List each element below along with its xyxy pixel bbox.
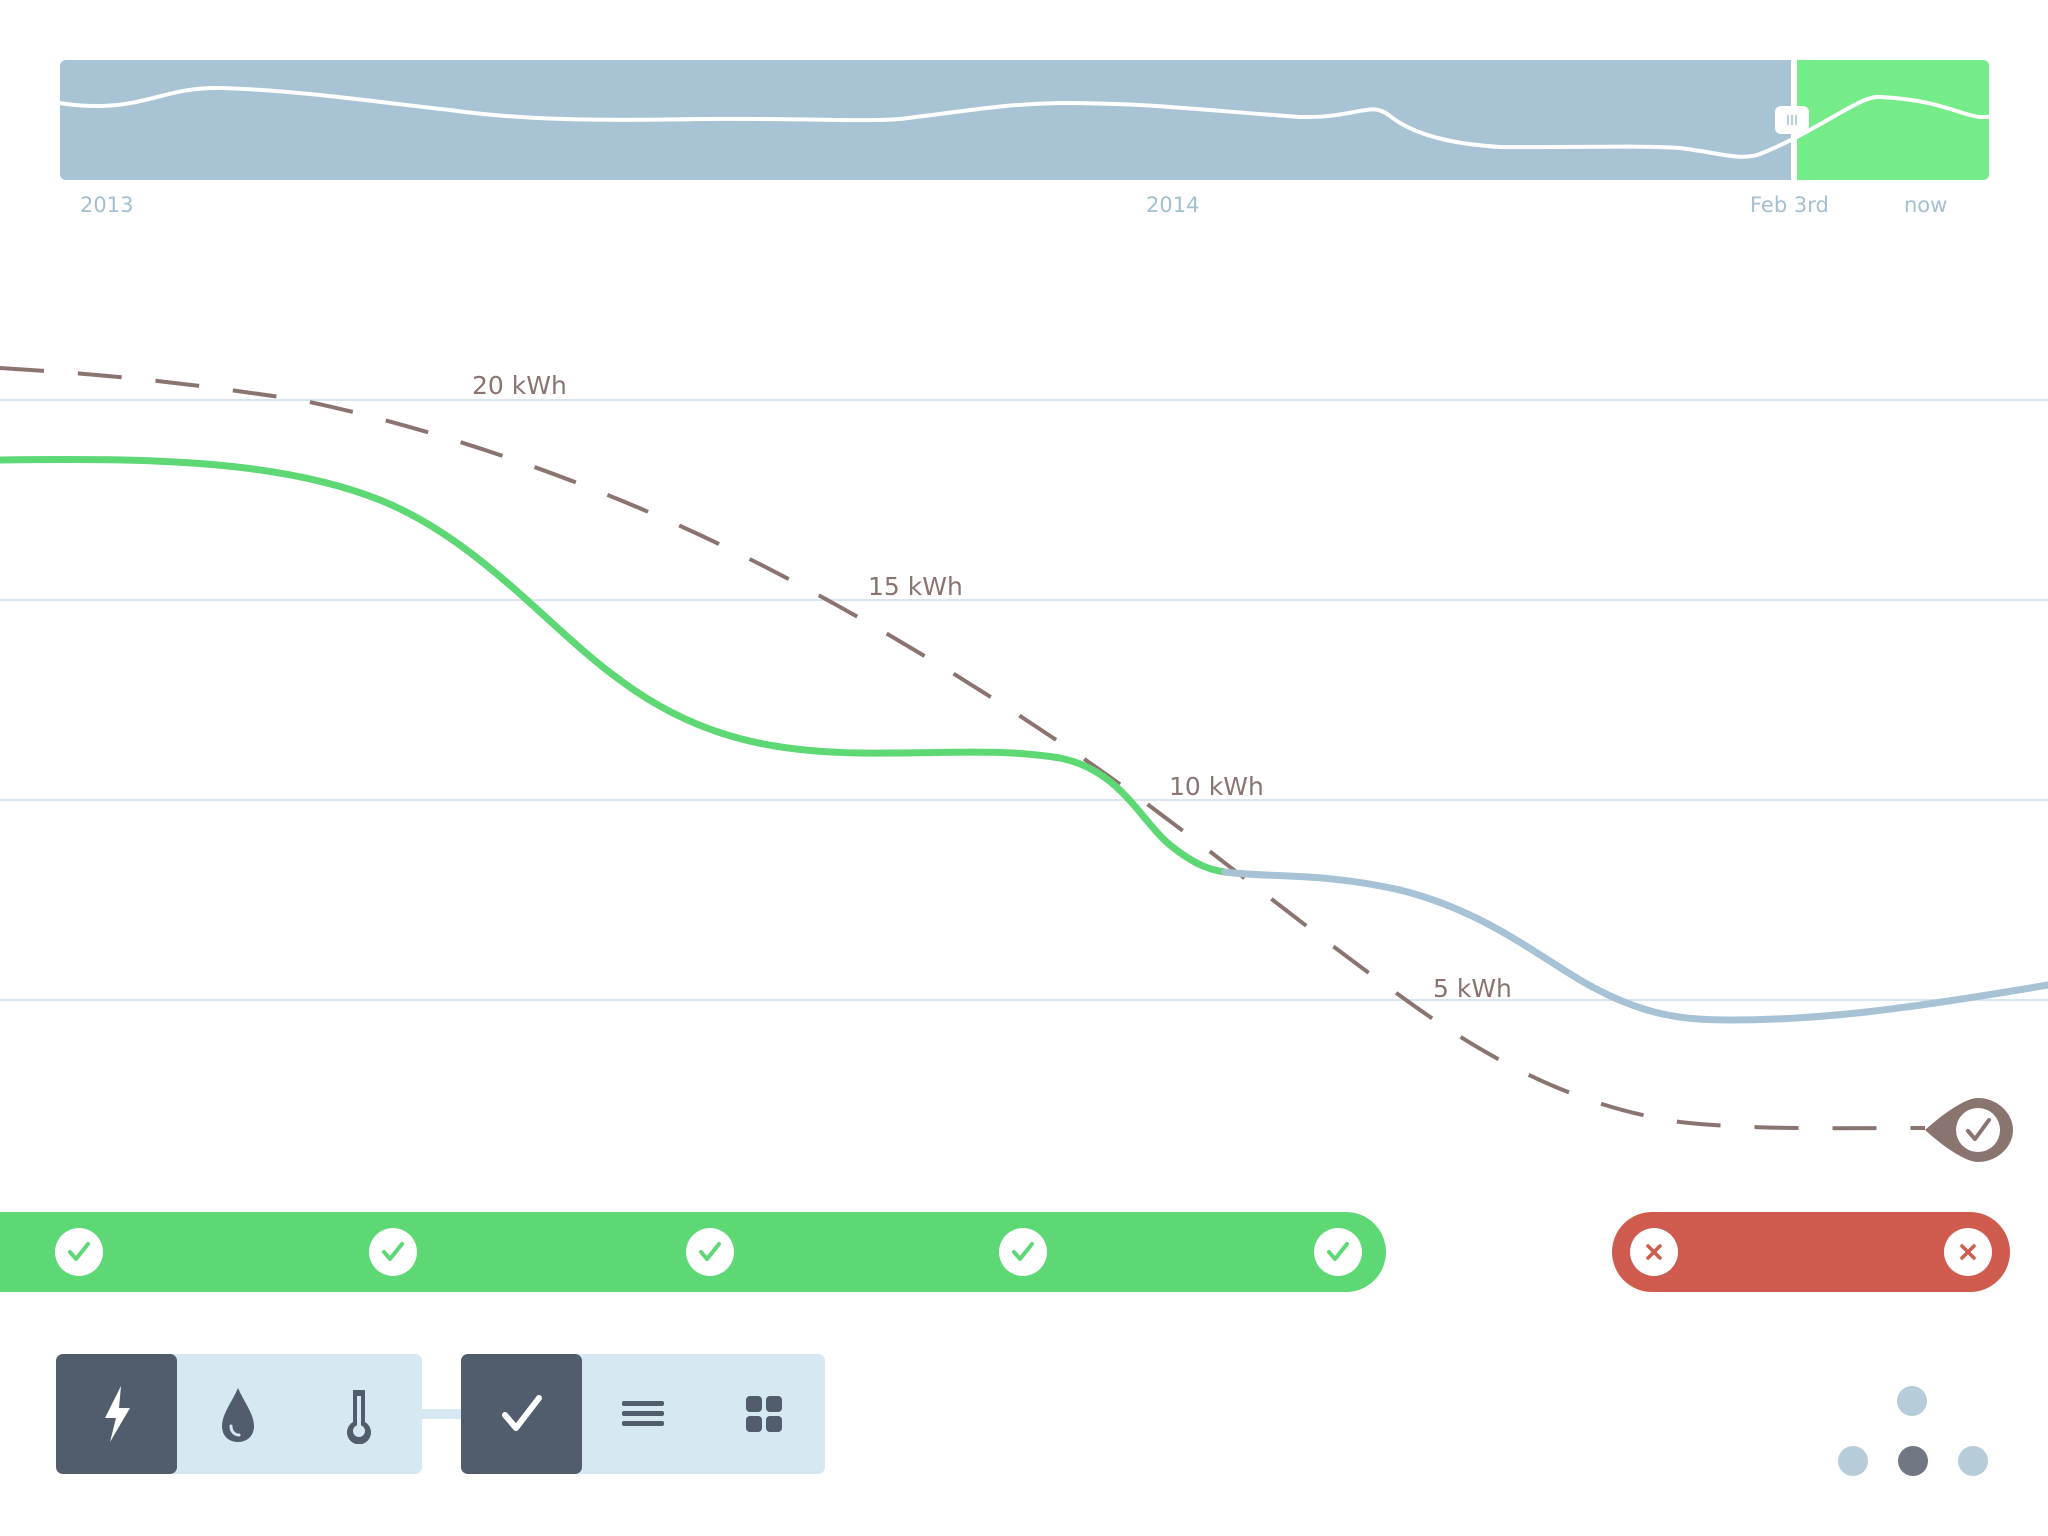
energy-chart: 20 kWh 15 kWh 10 kWh 5 kWh bbox=[0, 330, 2048, 1190]
success-check-1[interactable] bbox=[55, 1228, 103, 1276]
fail-x-2[interactable] bbox=[1944, 1228, 1992, 1276]
pager-dot-3[interactable] bbox=[1898, 1446, 1928, 1476]
fail-x-1[interactable] bbox=[1630, 1228, 1678, 1276]
grid-view-button[interactable] bbox=[703, 1354, 824, 1474]
success-check-3[interactable] bbox=[686, 1228, 734, 1276]
timeline-label-start: 2013 bbox=[80, 193, 133, 217]
goal-marker[interactable] bbox=[1925, 1098, 2013, 1162]
view-mode-selector bbox=[461, 1354, 825, 1474]
success-check-2[interactable] bbox=[369, 1228, 417, 1276]
timeline-label-middle: 2014 bbox=[1146, 193, 1199, 217]
check-icon bbox=[1009, 1238, 1037, 1266]
timeline-range-handle[interactable] bbox=[1775, 106, 1809, 134]
list-icon bbox=[620, 1396, 666, 1432]
checklist-view-button[interactable] bbox=[461, 1354, 582, 1474]
fail-status-bar bbox=[1612, 1212, 2010, 1292]
check-icon bbox=[696, 1238, 724, 1266]
check-icon bbox=[498, 1390, 546, 1438]
toolbar-connector bbox=[420, 1409, 462, 1419]
grid-icon bbox=[744, 1394, 784, 1434]
success-check-5[interactable] bbox=[1314, 1228, 1362, 1276]
timeline-label-end: now bbox=[1904, 193, 1947, 217]
timeline-svg bbox=[60, 60, 1989, 180]
actual-series-line bbox=[0, 459, 1225, 872]
check-icon bbox=[379, 1238, 407, 1266]
pager-dot-4[interactable] bbox=[1958, 1446, 1988, 1476]
x-icon bbox=[1642, 1240, 1666, 1264]
target-series-line bbox=[0, 368, 1925, 1128]
check-icon bbox=[65, 1238, 93, 1266]
thermometer-icon bbox=[339, 1384, 379, 1444]
temperature-button[interactable] bbox=[298, 1354, 419, 1474]
pager-dot-2[interactable] bbox=[1838, 1446, 1868, 1476]
lightning-icon bbox=[97, 1384, 137, 1444]
gridline-label-20: 20 kWh bbox=[472, 371, 567, 400]
check-icon bbox=[1324, 1238, 1352, 1266]
success-check-4[interactable] bbox=[999, 1228, 1047, 1276]
gridline-label-10: 10 kWh bbox=[1169, 772, 1264, 801]
gridline-label-5: 5 kWh bbox=[1433, 974, 1512, 1003]
x-icon bbox=[1956, 1240, 1980, 1264]
success-status-bar bbox=[0, 1212, 1386, 1292]
pager-dot-1[interactable] bbox=[1897, 1386, 1927, 1416]
list-view-button[interactable] bbox=[582, 1354, 703, 1474]
projected-series-line bbox=[1225, 872, 2048, 1020]
water-drop-icon bbox=[218, 1384, 258, 1444]
resource-type-selector bbox=[56, 1354, 422, 1474]
timeline-scrubber[interactable] bbox=[60, 60, 1989, 180]
timeline-selected-range bbox=[1791, 60, 1989, 180]
timeline-trend-line bbox=[60, 88, 1989, 157]
water-button[interactable] bbox=[177, 1354, 298, 1474]
gridline-label-15: 15 kWh bbox=[868, 572, 963, 601]
timeline-label-selected: Feb 3rd bbox=[1750, 193, 1829, 217]
electricity-button[interactable] bbox=[56, 1354, 177, 1474]
